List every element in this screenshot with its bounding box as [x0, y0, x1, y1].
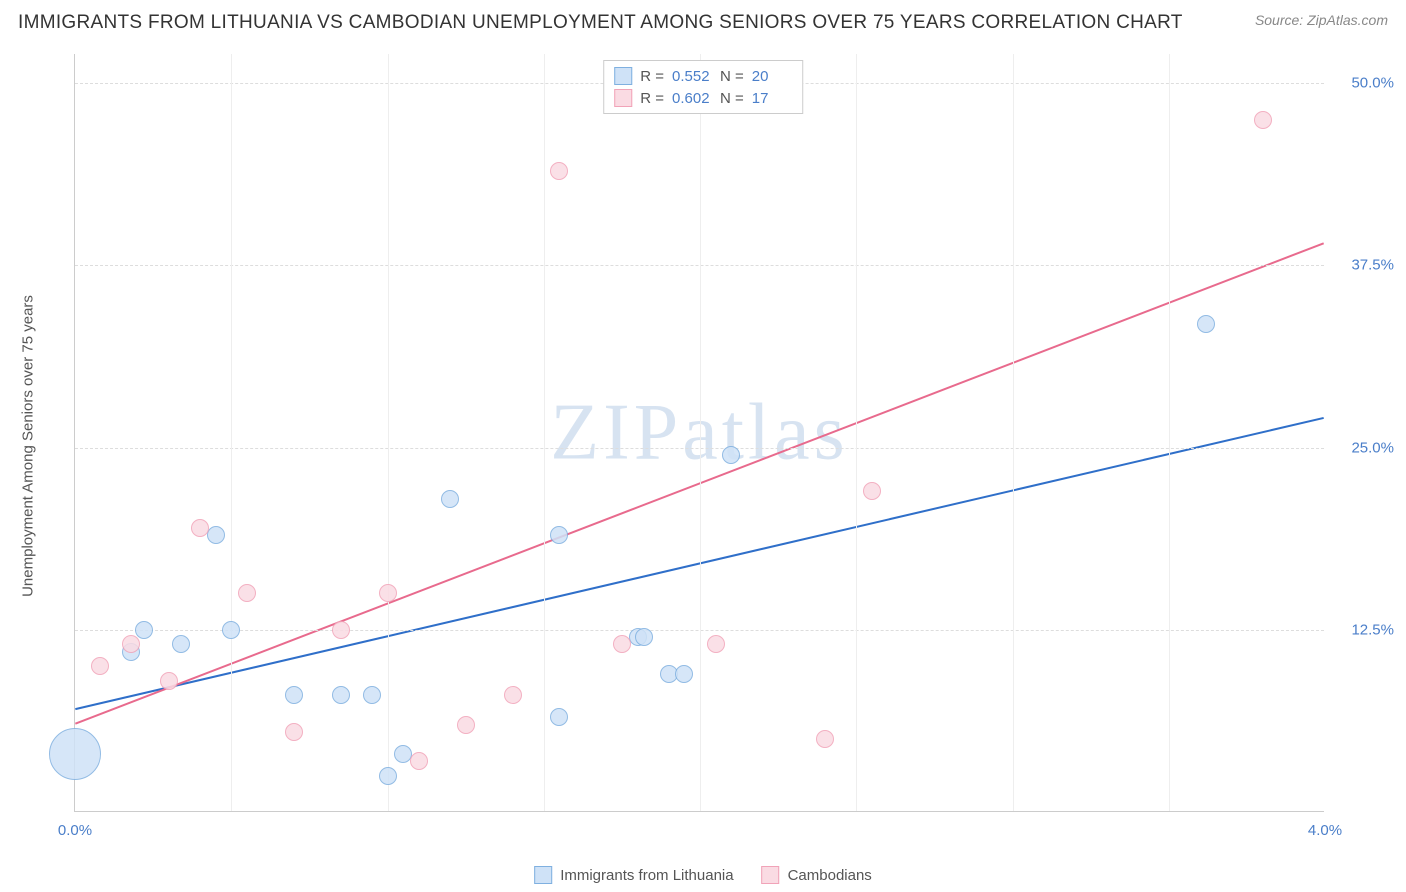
legend-item: Immigrants from Lithuania	[534, 866, 733, 884]
legend-r-label: R =	[640, 90, 664, 107]
scatter-point	[160, 672, 178, 690]
scatter-point	[863, 482, 881, 500]
legend-swatch	[614, 89, 632, 107]
legend-swatch	[762, 866, 780, 884]
legend-n-label: N =	[720, 90, 744, 107]
scatter-point	[635, 628, 653, 646]
scatter-point	[675, 665, 693, 683]
legend-label: Cambodians	[788, 867, 872, 884]
scatter-point	[49, 728, 101, 780]
legend-label: Immigrants from Lithuania	[560, 867, 733, 884]
scatter-point	[1197, 315, 1215, 333]
gridline-v	[856, 54, 857, 811]
scatter-point	[332, 621, 350, 639]
scatter-point	[707, 635, 725, 653]
plot-area: ZIPatlas 12.5%25.0%37.5%50.0%0.0%4.0%	[74, 54, 1324, 812]
scatter-point	[550, 162, 568, 180]
x-tick-label: 0.0%	[58, 822, 92, 839]
scatter-point	[285, 723, 303, 741]
scatter-point	[441, 490, 459, 508]
legend-row: R = 0.602 N = 17	[614, 87, 792, 109]
scatter-point	[504, 686, 522, 704]
scatter-point	[379, 584, 397, 602]
scatter-point	[613, 635, 631, 653]
scatter-point	[457, 716, 475, 734]
legend-r-value: 0.552	[672, 68, 712, 85]
gridline-v	[231, 54, 232, 811]
scatter-point	[135, 621, 153, 639]
gridline-v	[1169, 54, 1170, 811]
legend-bottom: Immigrants from Lithuania Cambodians	[534, 866, 872, 884]
scatter-point	[238, 584, 256, 602]
scatter-point	[363, 686, 381, 704]
scatter-point	[379, 767, 397, 785]
legend-r-value: 0.602	[672, 90, 712, 107]
scatter-point	[91, 657, 109, 675]
source-attribution: Source: ZipAtlas.com	[1255, 12, 1388, 28]
chart-title: IMMIGRANTS FROM LITHUANIA VS CAMBODIAN U…	[18, 12, 1183, 34]
y-tick-label: 25.0%	[1334, 439, 1394, 456]
gridline-v	[1013, 54, 1014, 811]
scatter-point	[285, 686, 303, 704]
scatter-point	[410, 752, 428, 770]
y-tick-label: 37.5%	[1334, 257, 1394, 274]
scatter-point	[332, 686, 350, 704]
scatter-point	[1254, 111, 1272, 129]
scatter-point	[550, 526, 568, 544]
legend-n-label: N =	[720, 68, 744, 85]
gridline-v	[700, 54, 701, 811]
scatter-point	[122, 635, 140, 653]
y-tick-label: 12.5%	[1334, 621, 1394, 638]
legend-row: R = 0.552 N = 20	[614, 65, 792, 87]
scatter-point	[722, 446, 740, 464]
legend-r-label: R =	[640, 68, 664, 85]
scatter-point	[816, 730, 834, 748]
x-tick-label: 4.0%	[1308, 822, 1342, 839]
legend-item: Cambodians	[762, 866, 872, 884]
legend-swatch	[534, 866, 552, 884]
legend-top: R = 0.552 N = 20 R = 0.602 N = 17	[603, 60, 803, 114]
y-tick-label: 50.0%	[1334, 75, 1394, 92]
legend-n-value: 20	[752, 68, 792, 85]
legend-swatch	[614, 67, 632, 85]
legend-n-value: 17	[752, 90, 792, 107]
gridline-v	[388, 54, 389, 811]
scatter-point	[207, 526, 225, 544]
scatter-point	[550, 708, 568, 726]
header: IMMIGRANTS FROM LITHUANIA VS CAMBODIAN U…	[18, 12, 1388, 34]
scatter-point	[191, 519, 209, 537]
scatter-point	[172, 635, 190, 653]
gridline-v	[544, 54, 545, 811]
y-axis-label: Unemployment Among Seniors over 75 years	[20, 295, 37, 597]
scatter-point	[222, 621, 240, 639]
